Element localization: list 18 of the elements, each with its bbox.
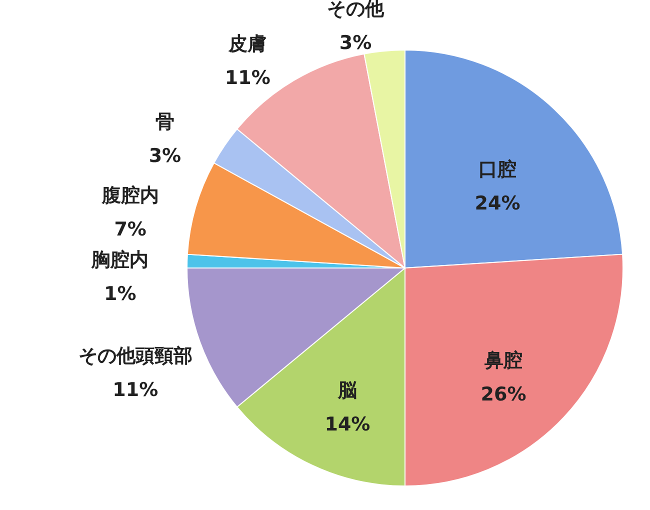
slice-label: 口腔 <box>478 158 517 180</box>
data-label: 24% <box>474 192 520 214</box>
slice-label: 骨 <box>155 110 174 133</box>
slice-label: 皮膚 <box>228 33 267 56</box>
data-label: 3% <box>339 32 372 54</box>
slice-label: 腹腔内 <box>100 184 159 206</box>
slice-label: 脳 <box>336 379 357 402</box>
data-label: 3% <box>148 144 182 167</box>
data-label: 14% <box>324 413 370 436</box>
slice-label: 胸腔内 <box>90 248 149 271</box>
data-label: 1% <box>104 282 136 305</box>
data-label: 11% <box>224 67 270 90</box>
data-label: 7% <box>114 218 146 240</box>
data-label: 26% <box>480 384 526 406</box>
data-label: 11% <box>112 379 158 402</box>
slice-label: その他 <box>327 0 386 20</box>
slice-label: その他頭頸部 <box>78 345 192 368</box>
slice-label: 鼻腔 <box>484 350 523 372</box>
